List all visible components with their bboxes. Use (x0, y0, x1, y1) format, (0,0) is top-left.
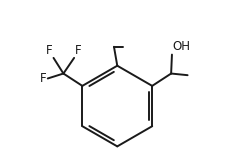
Text: F: F (40, 72, 47, 85)
Text: F: F (75, 44, 81, 57)
Text: F: F (46, 44, 52, 57)
Text: OH: OH (172, 40, 190, 53)
